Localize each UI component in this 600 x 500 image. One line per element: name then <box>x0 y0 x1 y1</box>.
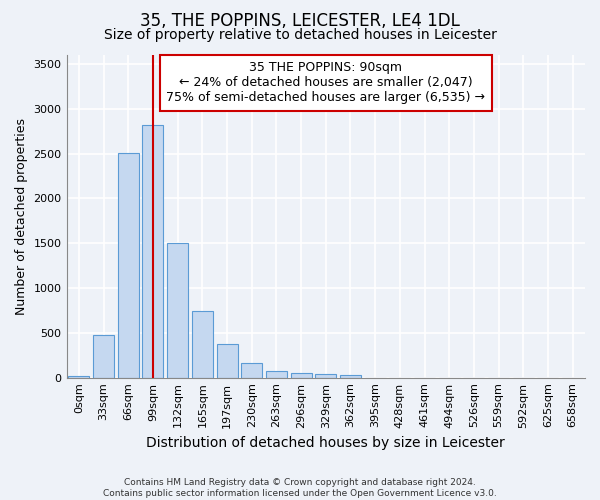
Bar <box>142 125 163 378</box>
X-axis label: Distribution of detached houses by size in Leicester: Distribution of detached houses by size … <box>146 436 505 450</box>
Text: 35, THE POPPINS, LEICESTER, LE4 1DL: 35, THE POPPINS, LEICESTER, LE4 1DL <box>140 12 460 30</box>
Text: 35 THE POPPINS: 90sqm
← 24% of detached houses are smaller (2,047)
75% of semi-d: 35 THE POPPINS: 90sqm ← 24% of detached … <box>166 62 485 104</box>
Y-axis label: Number of detached properties: Number of detached properties <box>15 118 28 315</box>
Text: Contains HM Land Registry data © Crown copyright and database right 2024.
Contai: Contains HM Land Registry data © Crown c… <box>103 478 497 498</box>
Bar <box>217 344 238 378</box>
Bar <box>167 243 188 378</box>
Bar <box>68 376 89 378</box>
Bar <box>241 364 262 378</box>
Bar <box>340 375 361 378</box>
Bar <box>93 334 114 378</box>
Bar <box>266 371 287 378</box>
Bar <box>192 312 213 378</box>
Bar <box>118 152 139 378</box>
Text: Size of property relative to detached houses in Leicester: Size of property relative to detached ho… <box>104 28 496 42</box>
Bar <box>290 373 311 378</box>
Bar <box>315 374 336 378</box>
